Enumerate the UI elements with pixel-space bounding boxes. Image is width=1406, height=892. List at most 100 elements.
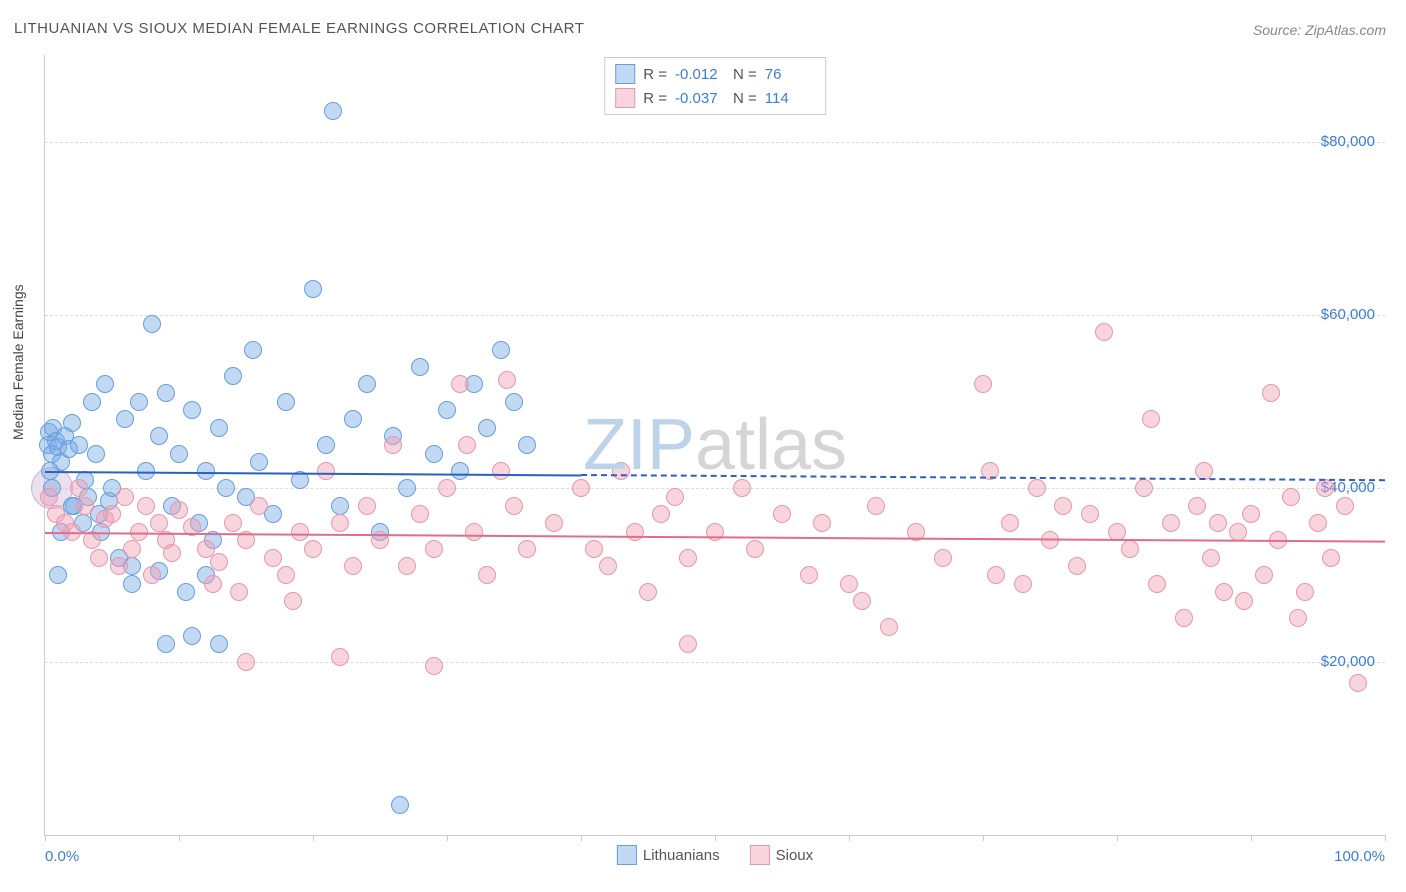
data-point	[49, 566, 67, 584]
data-point	[170, 501, 188, 519]
data-point	[70, 479, 88, 497]
data-point	[143, 315, 161, 333]
data-point	[438, 401, 456, 419]
data-point	[639, 583, 657, 601]
data-point	[137, 497, 155, 515]
data-point	[1262, 384, 1280, 402]
data-point	[505, 393, 523, 411]
data-point	[324, 102, 342, 120]
legend-label: Sioux	[776, 847, 814, 864]
data-point	[143, 566, 161, 584]
data-point	[177, 583, 195, 601]
data-point	[1296, 583, 1314, 601]
data-point	[478, 566, 496, 584]
x-tick	[715, 835, 716, 841]
x-axis-max-label: 100.0%	[1334, 848, 1385, 865]
data-point	[244, 341, 262, 359]
data-point	[358, 375, 376, 393]
legend-item: Lithuanians	[617, 845, 720, 865]
stats-legend-box: R =-0.012N =76R =-0.037N =114	[604, 57, 826, 115]
legend-swatch	[615, 64, 635, 84]
data-point	[1209, 514, 1227, 532]
data-point	[518, 540, 536, 558]
data-point	[291, 523, 309, 541]
data-point	[230, 583, 248, 601]
data-point	[612, 462, 630, 480]
data-point	[317, 436, 335, 454]
chart-container: LITHUANIAN VS SIOUX MEDIAN FEMALE EARNIN…	[0, 0, 1406, 892]
data-point	[83, 393, 101, 411]
x-tick	[1251, 835, 1252, 841]
data-point	[867, 497, 885, 515]
data-point	[130, 393, 148, 411]
data-point	[411, 505, 429, 523]
data-point	[331, 648, 349, 666]
data-point	[224, 514, 242, 532]
data-point	[1095, 323, 1113, 341]
data-point	[1336, 497, 1354, 515]
data-point	[70, 436, 88, 454]
data-point	[183, 401, 201, 419]
data-point	[1054, 497, 1072, 515]
data-point	[237, 653, 255, 671]
data-point	[505, 497, 523, 515]
data-point	[1001, 514, 1019, 532]
data-point	[572, 479, 590, 497]
data-point	[304, 540, 322, 558]
data-point	[599, 557, 617, 575]
stat-n-value: 76	[765, 66, 815, 83]
plot-area: ZIPatlas R =-0.012N =76R =-0.037N =114 L…	[44, 55, 1385, 836]
data-point	[170, 445, 188, 463]
data-point	[1121, 540, 1139, 558]
data-point	[1148, 575, 1166, 593]
data-point	[465, 523, 483, 541]
stat-n-label: N =	[733, 66, 757, 83]
data-point	[800, 566, 818, 584]
source-label: Source: ZipAtlas.com	[1253, 22, 1386, 38]
data-point	[358, 497, 376, 515]
data-point	[250, 497, 268, 515]
data-point	[116, 410, 134, 428]
data-point	[840, 575, 858, 593]
data-point	[518, 436, 536, 454]
data-point	[217, 479, 235, 497]
data-point	[103, 505, 121, 523]
data-point	[934, 549, 952, 567]
stat-r-label: R =	[643, 66, 667, 83]
data-point	[451, 462, 469, 480]
data-point	[110, 557, 128, 575]
data-point	[853, 592, 871, 610]
x-tick	[1117, 835, 1118, 841]
data-point	[150, 427, 168, 445]
data-point	[331, 497, 349, 515]
data-point	[40, 488, 58, 506]
legend-swatch	[750, 845, 770, 865]
y-axis-label: Median Female Earnings	[10, 284, 26, 440]
data-point	[304, 280, 322, 298]
data-point	[391, 796, 409, 814]
data-point	[277, 393, 295, 411]
stat-n-label: N =	[733, 90, 757, 107]
data-point	[1014, 575, 1032, 593]
data-point	[284, 592, 302, 610]
data-point	[545, 514, 563, 532]
data-point	[438, 479, 456, 497]
gridline	[45, 142, 1385, 143]
stat-r-value: -0.012	[675, 66, 725, 83]
data-point	[1322, 549, 1340, 567]
legend-item: Sioux	[750, 845, 814, 865]
x-tick	[983, 835, 984, 841]
x-tick	[45, 835, 46, 841]
legend-label: Lithuanians	[643, 847, 720, 864]
data-point	[344, 410, 362, 428]
data-point	[264, 549, 282, 567]
data-point	[679, 549, 697, 567]
data-point	[96, 375, 114, 393]
data-point	[458, 436, 476, 454]
data-point	[1289, 609, 1307, 627]
data-point	[1188, 497, 1206, 515]
data-point	[150, 514, 168, 532]
data-point	[1162, 514, 1180, 532]
data-point	[813, 514, 831, 532]
stat-n-value: 114	[765, 90, 815, 107]
